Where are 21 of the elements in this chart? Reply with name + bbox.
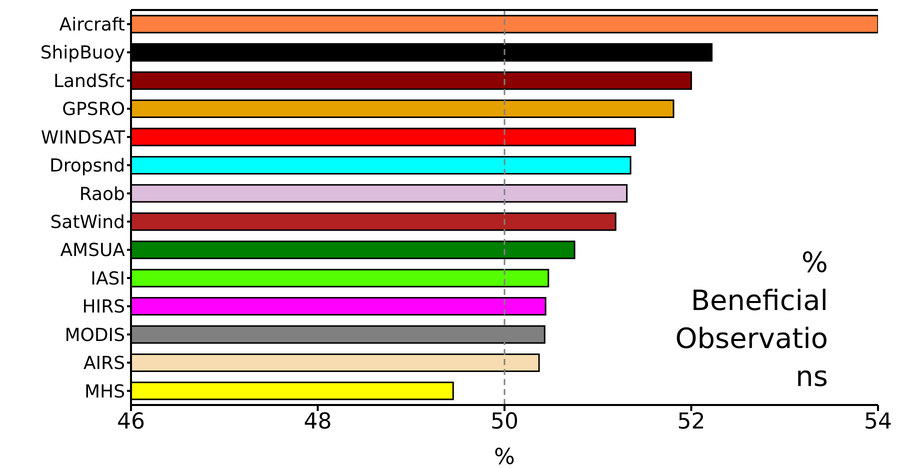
y-tick-label: HIRS xyxy=(82,296,125,318)
y-tick-label: Raob xyxy=(79,184,125,205)
y-tick-label: AIRS xyxy=(83,353,125,374)
y-tick-label: Dropsnd xyxy=(49,156,125,177)
y-tick-label: SatWind xyxy=(50,212,125,233)
y-tick-label: Aircraft xyxy=(59,14,125,36)
y-tick-label: MHS xyxy=(84,381,125,402)
y-tick-label: AMSUA xyxy=(60,240,126,262)
y-tick-label: GPSRO xyxy=(62,99,125,120)
x-tick-label: 50 xyxy=(490,410,518,435)
x-tick-label: 54 xyxy=(864,410,892,435)
x-tick-label: 46 xyxy=(117,410,145,435)
x-tick-label: 52 xyxy=(677,410,706,435)
y-tick-label: WINDSAT xyxy=(40,127,126,148)
annotation: % Beneficial Observations xyxy=(674,245,828,395)
x-axis-title: % xyxy=(494,445,515,468)
x-tick-label: 48 xyxy=(304,410,332,435)
y-tick-label: ShipBuoy xyxy=(40,42,126,64)
y-tick-label: MODIS xyxy=(64,324,125,346)
y-tick-label: IASI xyxy=(90,268,125,290)
y-tick-label: LandSfc xyxy=(53,70,125,92)
